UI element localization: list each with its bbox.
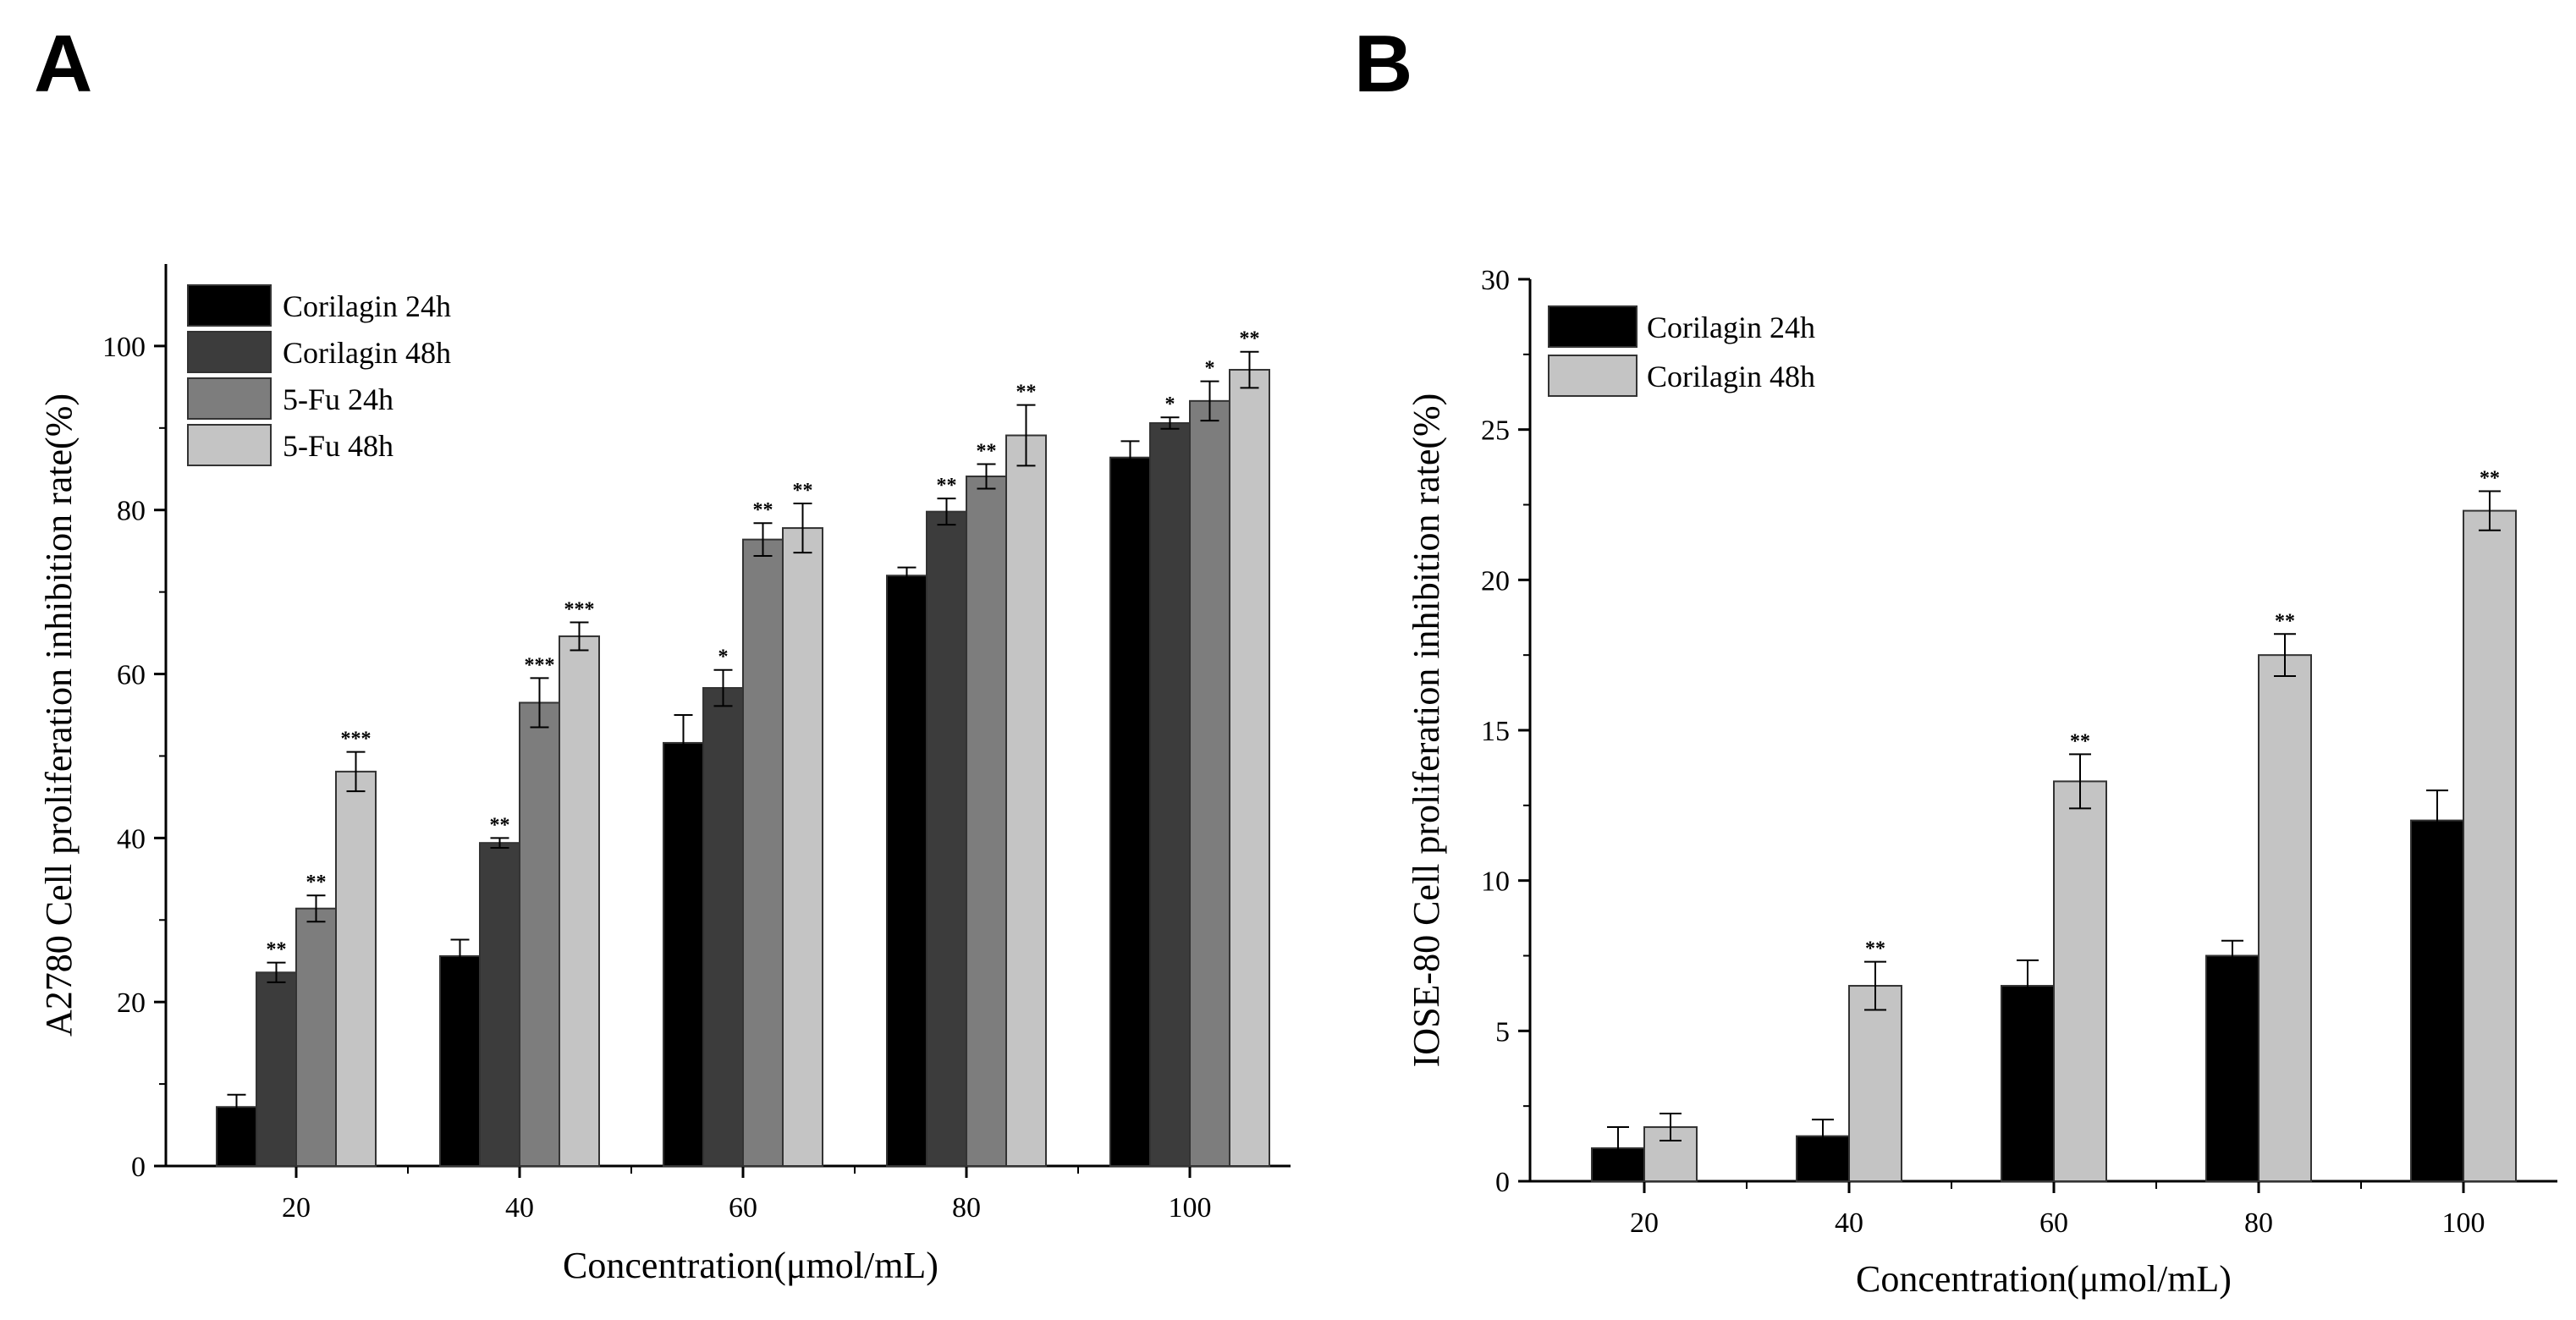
- chart-a-significance-label: **: [753, 499, 773, 521]
- chart-a-significance-label: *: [718, 646, 729, 668]
- chart-a-bar: [886, 575, 927, 1167]
- chart-a-legend-label-4: 5-Fu 48h: [283, 429, 394, 463]
- chart-a-y-axis-title: A2780 Cell proliferation inhibition rate…: [38, 393, 80, 1037]
- chart-b-y-tick-label: 5: [1495, 1016, 1510, 1048]
- chart-a-significance-label: ***: [341, 729, 372, 751]
- chart-a-significance-label: *: [1205, 358, 1215, 380]
- chart-b-y-tick-label: 0: [1495, 1167, 1510, 1198]
- chart-a-x-ticks: 20 40 60 80 100: [282, 1166, 1212, 1224]
- chart-a-x-tick-label: 80: [952, 1192, 981, 1224]
- chart-b-x-tick-label: 60: [2039, 1207, 2068, 1239]
- chart-a-significance-label: **: [937, 475, 957, 497]
- chart-a-y-tick-label: 20: [117, 987, 146, 1019]
- chart-a-bar: [1149, 422, 1191, 1167]
- chart-a-significance-label: **: [267, 939, 287, 961]
- chart-b-bar: [2001, 985, 2055, 1182]
- chart-b-bar: [1848, 985, 1902, 1182]
- chart-b-y-tick-label: 30: [1481, 265, 1510, 296]
- chart-a-bar: [559, 635, 600, 1167]
- chart-a-bar: [702, 687, 744, 1167]
- chart-a-significance-label: ***: [564, 598, 595, 620]
- chart-b: 0 5 10 15 20 25 30 20 40 60 80 100 ** ** ** ** Concen…: [1406, 265, 2557, 1300]
- chart-a-significance-label: *: [1165, 393, 1175, 415]
- chart-a-bar: [1229, 369, 1270, 1167]
- chart-a-legend: Corilagin 24h Corilagin 48h 5-Fu 24h 5-F…: [187, 284, 451, 466]
- chart-b-x-tick-label: 20: [1630, 1207, 1659, 1239]
- chart-b-y-tick-label: 25: [1481, 415, 1510, 447]
- chart-a-bars: ******************************: [216, 328, 1270, 1168]
- chart-a-significance-label: **: [1016, 382, 1037, 404]
- chart-a-bar: [519, 701, 560, 1167]
- chart-b-bar: [2410, 819, 2464, 1182]
- chart-b-bar: [2205, 954, 2260, 1182]
- chart-a-significance-label: **: [977, 440, 997, 462]
- chart-a-bar: [256, 971, 297, 1168]
- chart-a-x-tick-label: 20: [282, 1192, 311, 1224]
- chart-b-bar: [2053, 780, 2107, 1182]
- chart-b-x-tick-label: 100: [2442, 1207, 2485, 1239]
- chart-a-legend-label-3: 5-Fu 24h: [283, 382, 394, 416]
- chart-b-x-axis-title: Concentration(μmol/mL): [1856, 1258, 2232, 1300]
- chart-a-significance-label: **: [306, 872, 327, 894]
- chart-b-y-tick-label: 10: [1481, 866, 1510, 898]
- chart-b-y-tick-label: 15: [1481, 716, 1510, 747]
- chart-a-legend-label-2: Corilagin 48h: [283, 336, 451, 370]
- chart-a-significance-label: **: [793, 480, 813, 502]
- chart-b-y-axis-title: IOSE-80 Cell proliferation inhibition ra…: [1406, 393, 1447, 1068]
- panel-letter-b: B: [1354, 19, 1412, 109]
- chart-b-bar: [2258, 654, 2312, 1182]
- chart-a-bar: [295, 907, 337, 1167]
- chart-a-bar: [1005, 434, 1047, 1167]
- chart-a-y-tick-label: 80: [117, 496, 146, 527]
- chart-a-legend-swatch-2: [187, 331, 272, 373]
- chart-b-legend-label-1: Corilagin 24h: [1647, 311, 1815, 344]
- chart-a-bar: [439, 954, 481, 1167]
- chart-b-bars: ** ** ** **: [1591, 468, 2517, 1183]
- chart-b-y-tick-label: 20: [1481, 565, 1510, 597]
- chart-a-y-tick-label: 40: [117, 823, 146, 855]
- chart-a-bar: [742, 538, 784, 1167]
- chart-b-legend-swatch-1: [1548, 305, 1638, 348]
- panel-letter-a: A: [34, 19, 92, 109]
- chart-b-significance-label: **: [2275, 610, 2295, 632]
- chart-a-y-tick-label: 60: [117, 660, 146, 691]
- chart-a-legend-swatch-3: [187, 377, 272, 420]
- chart-b-significance-label: **: [2480, 468, 2500, 490]
- chart-a-bar: [335, 770, 377, 1167]
- chart-b-legend: Corilagin 24h Corilagin 48h: [1548, 305, 1815, 397]
- chart-b-significance-label: **: [1865, 938, 1885, 960]
- chart-b-bar: [1643, 1126, 1698, 1183]
- chart-a-legend-swatch-1: [187, 284, 272, 327]
- chart-a-y-ticks: 0 20 40 60 80 100: [102, 332, 166, 1183]
- chart-a-legend-label-1: Corilagin 24h: [283, 289, 451, 323]
- chart-a-x-tick-label: 40: [505, 1192, 534, 1224]
- chart-a-legend-swatch-4: [187, 424, 272, 466]
- chart-a-significance-label: **: [1240, 328, 1260, 350]
- chart-b-y-ticks: 0 5 10 15 20 25 30: [1481, 265, 1530, 1198]
- chart-a-x-tick-label: 60: [729, 1192, 757, 1224]
- chart-a-significance-label: ***: [525, 654, 555, 676]
- chart-a-bar: [1109, 456, 1151, 1167]
- chart-b-x-tick-label: 80: [2244, 1207, 2273, 1239]
- chart-a-bar: [663, 741, 704, 1167]
- chart-b-x-ticks: 20 40 60 80 100: [1630, 1181, 2485, 1239]
- chart-a-significance-label: **: [490, 814, 510, 836]
- chart-a-bar: [926, 510, 967, 1167]
- chart-a-bar: [479, 842, 520, 1167]
- chart-a-x-tick-label: 100: [1169, 1192, 1212, 1224]
- chart-b-bar: [2463, 509, 2517, 1182]
- chart-a-bar: [966, 475, 1007, 1167]
- chart-a-x-axis-title: Concentration(μmol/mL): [563, 1245, 938, 1286]
- chart-a-y-tick-label: 0: [131, 1152, 146, 1183]
- chart-b-legend-label-2: Corilagin 48h: [1647, 360, 1815, 393]
- chart-a-bar: [782, 527, 823, 1167]
- chart-b-significance-label: **: [2070, 730, 2090, 752]
- chart-b-legend-swatch-2: [1548, 355, 1638, 397]
- chart-a-y-tick-label: 100: [102, 332, 146, 363]
- chart-a-bar: [1189, 399, 1230, 1167]
- chart-b-x-tick-label: 40: [1835, 1207, 1863, 1239]
